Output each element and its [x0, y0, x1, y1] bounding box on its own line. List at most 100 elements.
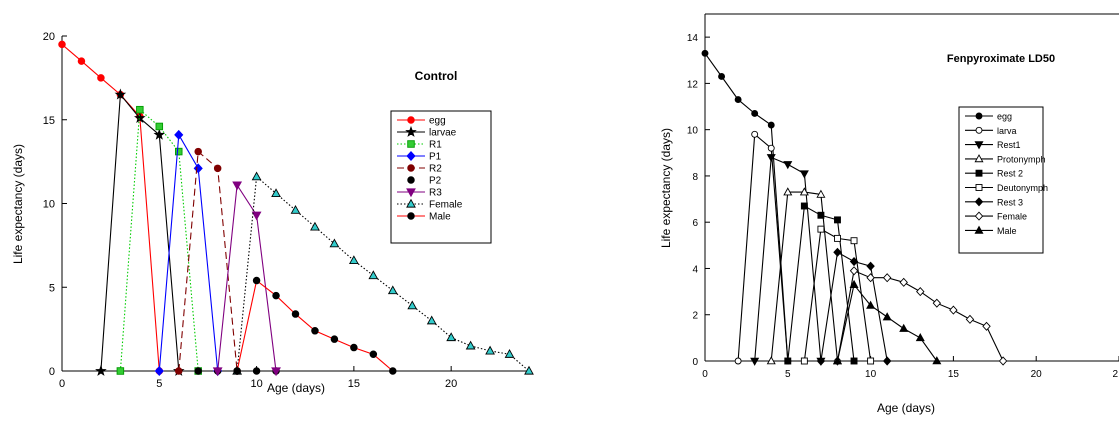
data-point [849, 266, 859, 276]
data-point [524, 365, 534, 375]
data-point [485, 345, 495, 355]
data-point [290, 204, 301, 214]
series-line [158, 133, 219, 372]
data-point [311, 327, 319, 335]
data-point [252, 276, 261, 285]
data-point [426, 315, 437, 325]
legend-box [958, 106, 1044, 254]
legend-item: larva [965, 126, 1017, 136]
legend-label: R3 [429, 188, 442, 199]
legend-item: P2 [407, 176, 442, 187]
series-protonymph [766, 187, 842, 365]
legend-label: larva [997, 126, 1017, 136]
data-point [233, 367, 241, 375]
data-point [232, 181, 243, 191]
y-tick-label: 8 [692, 172, 698, 183]
data-point [850, 357, 858, 365]
series-line [236, 175, 530, 372]
x-tick-label: 5 [156, 378, 162, 390]
legend-item: Rest 2 [965, 169, 1023, 179]
data-point [272, 291, 280, 300]
axes: 0 5 10 15 20 0 5 10 15 20 [43, 31, 529, 390]
legend-marker [974, 197, 984, 207]
series-male [233, 276, 397, 375]
legend-label: Protonymph [997, 154, 1046, 164]
data-point [899, 323, 909, 332]
legend-box [390, 110, 492, 244]
series-deutonymph [800, 225, 875, 365]
legend-label: larvae [429, 128, 457, 139]
x-axis-label: Age (days) [267, 381, 325, 395]
data-point [252, 367, 261, 375]
legend-item: Rest 3 [965, 197, 1023, 207]
legend-label: R2 [429, 164, 442, 175]
legend-label: P1 [429, 152, 442, 163]
data-point [446, 332, 457, 342]
legend-marker [407, 140, 415, 148]
y-axis-label: Life expectancy (days) [659, 128, 673, 248]
series-line [100, 93, 180, 372]
data-point [783, 187, 793, 196]
data-point [387, 285, 398, 295]
data-point [174, 129, 184, 140]
legend-label: egg [997, 112, 1012, 122]
legend-marker [406, 151, 416, 161]
data-point [832, 356, 842, 365]
data-point [136, 105, 144, 114]
data-point [134, 111, 146, 124]
y-tick-label: 10 [687, 126, 699, 137]
legend-marker [406, 198, 416, 208]
x-axis-label: Age (days) [877, 401, 935, 415]
series-egg [701, 49, 792, 365]
series-rest1 [750, 154, 826, 366]
data-point [834, 216, 841, 224]
legend-item: Male [397, 212, 451, 223]
y-tick-label: 5 [49, 282, 55, 294]
data-point [751, 110, 759, 117]
y-tick-label: 14 [687, 33, 699, 44]
data-point [915, 333, 925, 342]
data-point [271, 367, 281, 377]
data-point [251, 171, 262, 181]
legend-item: R2 [397, 164, 442, 175]
data-point [800, 357, 808, 365]
chart-title: Control [415, 69, 458, 83]
series-female [232, 171, 534, 375]
data-point [212, 367, 223, 377]
y-axis-label: Life expectancy (days) [11, 144, 25, 264]
y-tick-label: 0 [49, 366, 55, 378]
data-point [767, 144, 775, 152]
x-tick-label: 15 [348, 378, 360, 390]
data-point [800, 202, 808, 210]
legend-item: larvae [397, 125, 457, 139]
data-point [95, 364, 107, 376]
data-point [734, 357, 742, 365]
data-point [193, 163, 203, 174]
legend-label: Rest 2 [997, 169, 1023, 179]
data-point [407, 300, 418, 310]
data-point [701, 49, 709, 57]
data-point [799, 187, 809, 196]
data-point [251, 211, 262, 221]
legend-label: P2 [429, 176, 442, 187]
legend-marker [974, 154, 984, 163]
series-line [217, 183, 277, 372]
data-point [867, 357, 875, 365]
legend-item: Male [965, 225, 1017, 236]
data-point [982, 321, 991, 331]
data-point [784, 357, 792, 365]
legend: egg larva Rest1 Protonymph Rest 2 Deutonymph R… [958, 106, 1048, 254]
legend-item: egg [965, 112, 1012, 122]
legend-item: Female [965, 211, 1027, 222]
data-point [949, 305, 958, 315]
legend-label: Rest1 [997, 140, 1021, 150]
x-tick-label: 0 [702, 369, 708, 380]
data-point [213, 164, 222, 173]
data-point [369, 350, 378, 359]
series-line [178, 150, 238, 372]
series-line [737, 133, 789, 362]
legend-marker [975, 112, 983, 120]
x-tick-label: 10 [865, 369, 877, 380]
data-point [833, 247, 842, 257]
